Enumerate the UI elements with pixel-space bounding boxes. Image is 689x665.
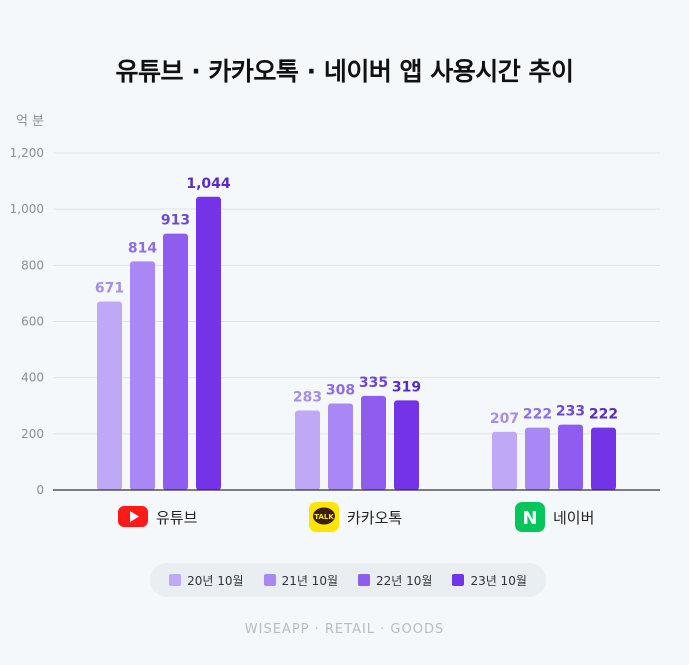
category-label-2: 네이버 — [553, 509, 594, 527]
bar-2-1 — [525, 427, 550, 490]
bars — [97, 196, 616, 490]
legend-label-2023: 23년 10월 — [470, 573, 527, 588]
legend-item-2023: 23년 10월 — [452, 572, 527, 589]
bar-2-2 — [558, 424, 583, 490]
y-tick-label-1: 200 — [21, 427, 44, 441]
legend: 20년 10월 21년 10월 22년 10월 23년 10월 — [150, 563, 546, 597]
category-label-1: 카카오톡 — [347, 509, 402, 527]
bar-0-1 — [130, 261, 155, 490]
data-label-2-2: 233 — [556, 404, 585, 420]
legend-item-2022: 22년 10월 — [358, 572, 432, 589]
kakaotalk-icon-text: TALK — [314, 513, 334, 521]
bar-1-3 — [394, 400, 419, 490]
kakaotalk-bubble-icon — [313, 507, 335, 525]
legend-item-2021: 21년 10월 — [263, 572, 338, 589]
legend-label-2020: 20년 10월 — [187, 573, 244, 588]
data-label-0-3: 1,044 — [186, 176, 231, 192]
data-label-1-3: 319 — [392, 379, 421, 395]
data-label-0-0: 671 — [95, 281, 124, 297]
bar-1-2 — [361, 395, 386, 490]
bar-1-1 — [328, 403, 353, 490]
footer-watermark: WISEAPP · RETAIL · GOODS — [244, 622, 445, 637]
y-tick-label-2: 400 — [21, 371, 44, 385]
data-label-2-1: 222 — [523, 407, 552, 423]
data-label-1-0: 283 — [293, 390, 322, 406]
naver-icon-text: N — [522, 508, 537, 529]
legend-swatch-2020 — [169, 574, 182, 586]
bar-0-3 — [196, 196, 221, 490]
bar-0-0 — [97, 301, 122, 490]
bar-1-0 — [295, 410, 320, 490]
legend-label-2021: 21년 10월 — [281, 573, 338, 588]
y-tick-label-3: 600 — [21, 315, 44, 329]
y-axis-unit-label: 억 분 — [16, 114, 45, 129]
legend-swatch-2023 — [452, 574, 465, 586]
bar-2-0 — [492, 431, 517, 490]
bar-2-3 — [591, 427, 616, 490]
y-tick-label-4: 800 — [21, 258, 44, 272]
y-axis-ticks: 0 200 400 600 800 1,000 1,200 — [10, 146, 44, 497]
y-tick-label-0: 0 — [36, 483, 44, 497]
chart-title: 유튜브 · 카카오톡 · 네이버 앱 사용시간 추이 — [115, 57, 574, 86]
legend-swatch-2021 — [263, 574, 276, 586]
legend-label-2022: 22년 10월 — [376, 573, 433, 588]
naver-icon — [515, 502, 545, 532]
bar-0-2 — [163, 233, 188, 490]
data-label-2-3: 222 — [589, 407, 618, 423]
data-label-2-0: 207 — [490, 411, 519, 427]
category-label-0: 유튜브 — [156, 509, 198, 527]
data-label-0-2: 913 — [161, 213, 190, 229]
legend-item-2020: 20년 10월 — [169, 572, 244, 589]
data-label-0-1: 814 — [128, 240, 157, 256]
youtube-play-icon — [130, 511, 139, 522]
y-tick-label-6: 1,200 — [10, 146, 44, 160]
data-label-1-1: 308 — [326, 383, 355, 399]
legend-swatch-2022 — [358, 574, 370, 586]
data-label-1-2: 335 — [359, 375, 388, 391]
category-labels: TALK N 유튜브 카카오톡 네이버 — [118, 502, 594, 532]
y-tick-label-5: 1,000 — [10, 202, 44, 216]
